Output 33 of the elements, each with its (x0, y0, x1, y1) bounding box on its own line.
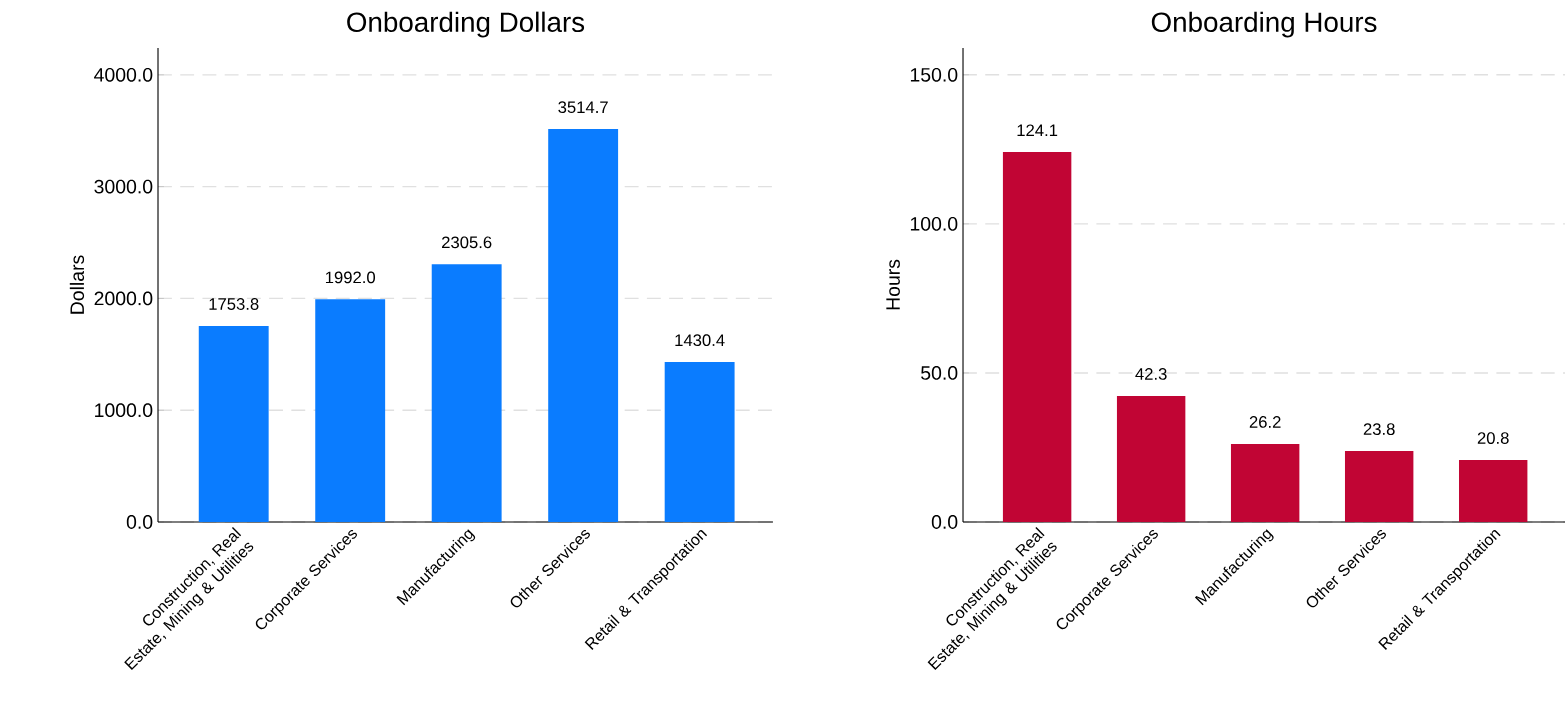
data-label: 124.1 (1017, 124, 1058, 136)
chart-title: Onboarding Hours (1151, 11, 1377, 38)
bar (315, 299, 386, 522)
y-axis-title: Dollars (69, 255, 85, 314)
data-label: 23.8 (1363, 423, 1395, 435)
y-tick-label: 0.0 (126, 514, 153, 529)
y-tick-label: 50.0 (921, 365, 958, 380)
bar (1002, 151, 1072, 522)
bar (1344, 450, 1414, 522)
y-axis-title: Hours (886, 259, 900, 310)
data-label: 2305.6 (442, 236, 492, 249)
bar (1230, 443, 1300, 522)
data-label: 1992.0 (325, 271, 376, 284)
y-tick-label: 4000.0 (94, 67, 153, 82)
data-label: 3514.7 (558, 101, 608, 113)
y-tick-label: 3000.0 (94, 179, 153, 194)
y-tick-label: 2000.0 (94, 291, 153, 306)
bar (431, 264, 502, 522)
data-label: 1753.8 (209, 297, 259, 310)
data-label: 20.8 (1477, 431, 1509, 444)
data-label: 26.2 (1249, 415, 1281, 428)
bar (1116, 395, 1186, 522)
y-tick-label: 100.0 (910, 216, 958, 231)
chart-title: Onboarding Dollars (347, 11, 585, 38)
data-label: 42.3 (1135, 367, 1167, 380)
y-tick-label: 150.0 (910, 67, 958, 82)
y-tick-label: 1000.0 (95, 403, 153, 417)
data-label: 1430.4 (675, 334, 725, 346)
bar (1459, 459, 1528, 522)
bar (664, 361, 735, 522)
bar (548, 128, 619, 522)
y-tick-label: 0.0 (931, 514, 958, 529)
bar (198, 325, 269, 522)
